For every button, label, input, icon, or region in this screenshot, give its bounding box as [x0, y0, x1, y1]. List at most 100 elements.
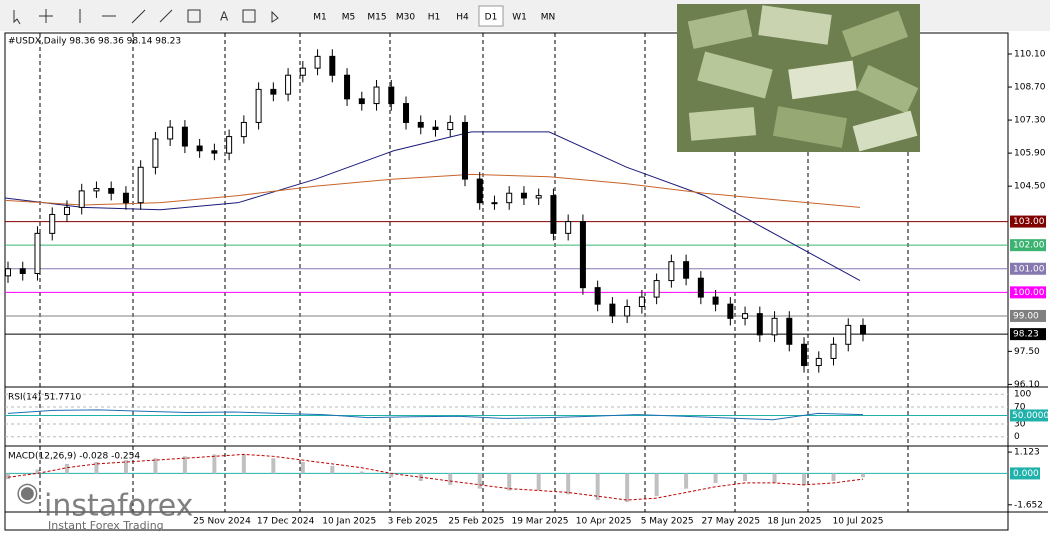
candle-body: [845, 324, 852, 345]
candle-body: [373, 86, 380, 105]
candle-body: [520, 192, 527, 199]
candle-body: [697, 277, 704, 298]
candle-body: [49, 213, 56, 234]
candle-body: [299, 67, 306, 76]
timeframe-button[interactable]: MN: [541, 13, 556, 23]
candle-body: [78, 190, 85, 208]
macd-bar: [772, 473, 777, 483]
timeframe-button[interactable]: W1: [512, 13, 527, 23]
moving-average: [4, 173, 861, 208]
macd-bar: [241, 454, 246, 474]
candle-body: [579, 221, 586, 289]
candle-body: [683, 261, 690, 279]
date-label: 18 Jun 2025: [767, 517, 821, 527]
candle-body: [226, 136, 233, 154]
date-label: 5 May 2025: [641, 517, 694, 527]
timeframe-button[interactable]: M5: [342, 13, 356, 23]
candle-body: [34, 232, 41, 274]
macd-signal: [7, 453, 864, 501]
moving-average: [4, 131, 861, 282]
candle-body: [285, 74, 292, 95]
macd-bar: [153, 458, 158, 474]
candle-body: [712, 296, 719, 305]
date-label: 10 Apr 2025: [576, 517, 632, 527]
macd-bar: [861, 473, 865, 478]
candle-body: [830, 343, 837, 359]
rsi-tick-label: 0: [1014, 432, 1020, 442]
price-tick-label: 105.90: [1014, 149, 1046, 159]
text-tool[interactable]: A: [220, 10, 229, 24]
timeframe-button[interactable]: M15: [367, 13, 386, 23]
macd-bar: [477, 473, 482, 489]
candle-body: [461, 121, 468, 180]
candle-body: [255, 88, 262, 123]
macd-bar: [448, 473, 453, 485]
macd-bar: [6, 473, 10, 480]
candle-body: [152, 138, 159, 168]
macd-bar: [123, 460, 128, 474]
price-tick-label: 97.50: [1014, 347, 1040, 357]
date-label: 3 Feb 2025: [388, 517, 438, 527]
timeframe-button[interactable]: M30: [396, 13, 415, 23]
candle-body: [786, 317, 793, 345]
level-label: 98.23: [1013, 330, 1039, 340]
price-tick-label: 107.30: [1014, 116, 1046, 126]
candle-body: [609, 303, 616, 317]
macd-bar: [300, 462, 305, 474]
candle-body: [358, 98, 365, 105]
timeframe-button[interactable]: H4: [456, 13, 469, 23]
date-label: 25 Feb 2025: [448, 517, 504, 527]
candle-body: [403, 103, 410, 123]
candle-body: [447, 121, 454, 131]
macd-bar: [684, 473, 689, 489]
watermark-slogan: Instant Forex Trading: [48, 519, 164, 532]
macd-bar: [35, 469, 40, 474]
macd-bar: [389, 473, 394, 478]
candle-body: [108, 188, 115, 194]
rsi-line: [7, 409, 864, 421]
macd-bar: [507, 473, 512, 491]
rsi-level-bg: [1010, 409, 1048, 422]
price-tick-label: 108.70: [1014, 83, 1046, 93]
macd-bar: [831, 473, 836, 482]
candle-body: [167, 126, 174, 140]
macd-bar: [271, 458, 276, 474]
candle-body: [771, 317, 778, 336]
candle-body: [93, 188, 100, 192]
candle-body: [491, 202, 498, 205]
level-label: 100.00: [1013, 288, 1045, 298]
macd-bar: [566, 473, 571, 495]
level-label-bg: [1010, 215, 1046, 228]
timeframe-button[interactable]: D1: [485, 13, 498, 23]
candle-body: [594, 287, 601, 305]
level-label: 99.00: [1013, 311, 1039, 321]
macd-label: MACD(12,26,9) -0.028 -0.254: [8, 452, 140, 462]
macd-bar: [359, 471, 364, 474]
candle-body: [211, 150, 218, 154]
candle-body: [550, 195, 557, 234]
candle-body: [137, 166, 144, 204]
candle-body: [344, 74, 351, 100]
candle-body: [638, 296, 645, 308]
rsi-level-label: 50.0000: [1012, 411, 1049, 421]
watermark-brand: instaforex: [44, 489, 193, 524]
level-label-bg: [1010, 286, 1046, 299]
timeframe-button[interactable]: H1: [428, 13, 441, 23]
macd-bar: [212, 454, 217, 474]
rsi-label: RSI(14) 51.7710: [8, 393, 81, 403]
timeframe-button[interactable]: M1: [313, 13, 327, 23]
candle-body: [432, 126, 439, 131]
candle-body: [240, 121, 247, 138]
macd-bar: [802, 473, 807, 485]
rsi-tick-label: 100: [1014, 390, 1031, 400]
macd-bar: [625, 473, 630, 502]
level-label: 102.00: [1013, 241, 1045, 251]
date-label: 19 Mar 2025: [511, 517, 568, 527]
price-tick-label: 104.50: [1014, 182, 1046, 192]
candle-body: [417, 121, 424, 128]
active-timeframe-bg: [478, 5, 504, 27]
candle-body: [476, 178, 483, 204]
candle-body: [860, 324, 866, 335]
level-label-bg: [1010, 262, 1046, 275]
